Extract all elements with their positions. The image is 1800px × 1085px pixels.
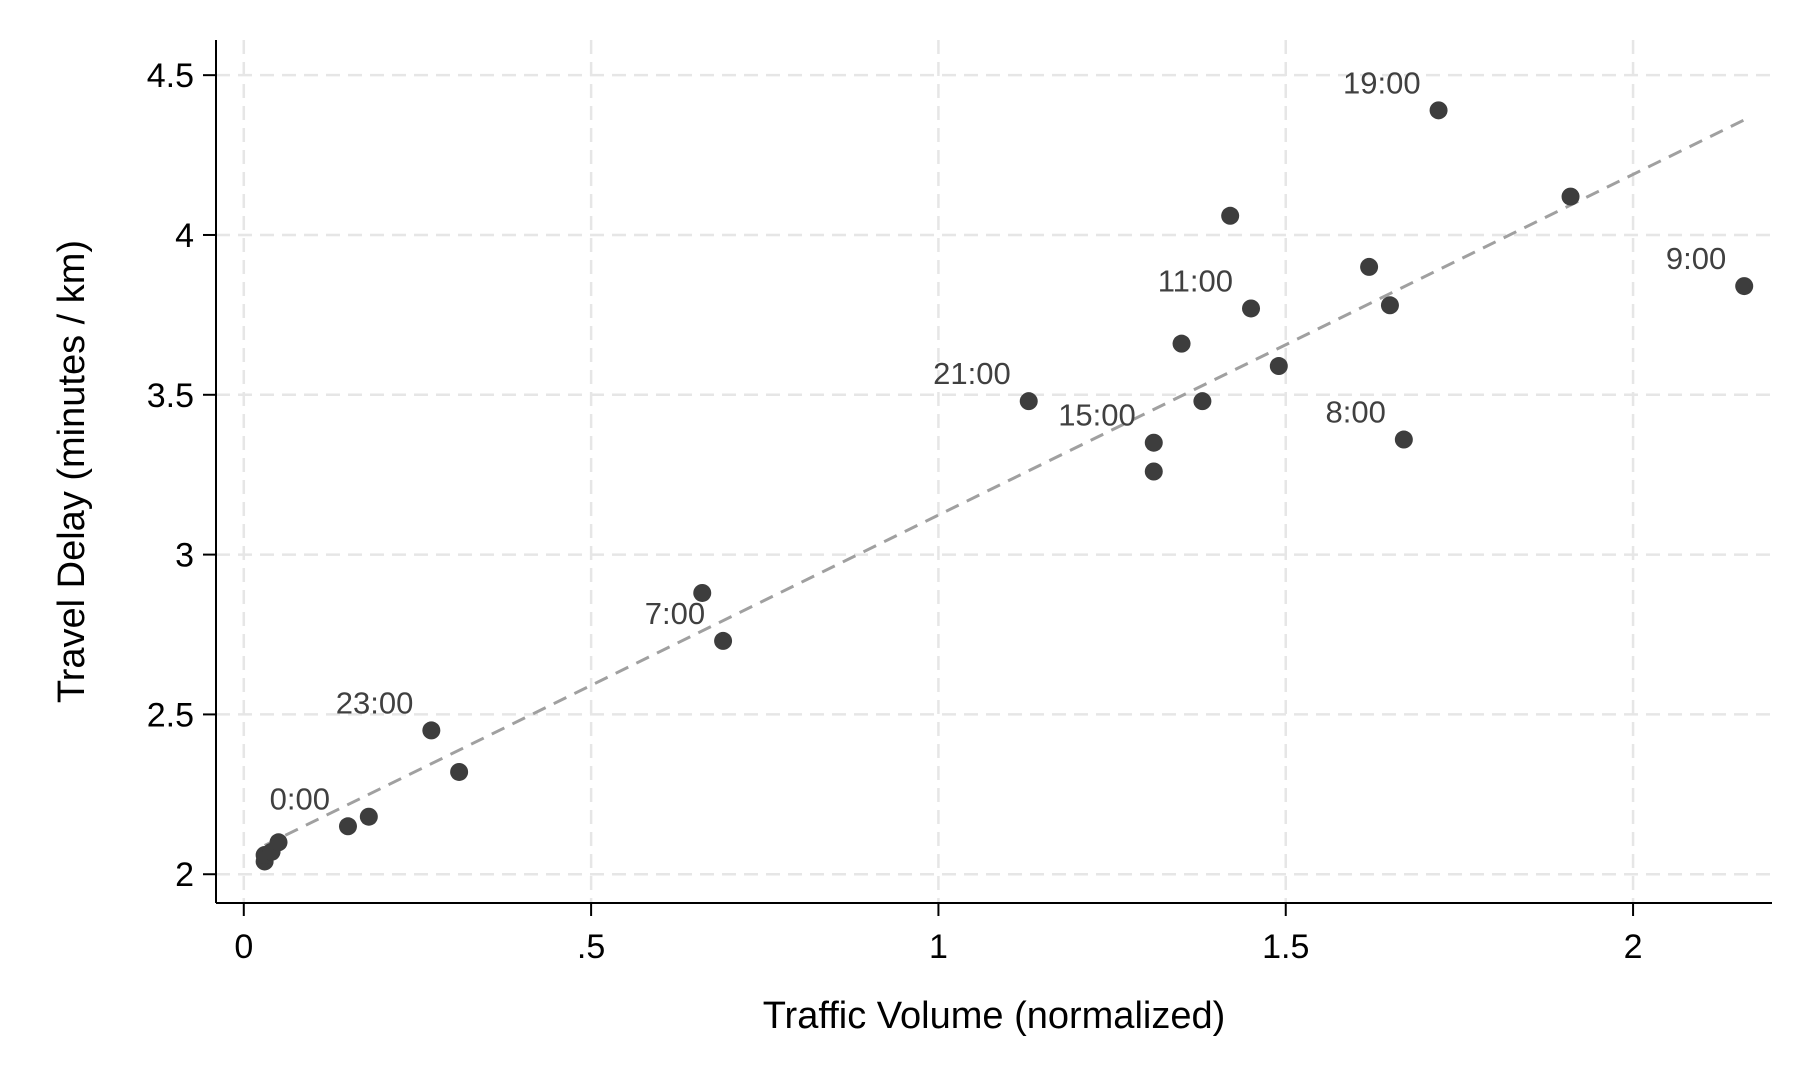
y-tick-label: 3 bbox=[175, 537, 194, 575]
x-tick-label: 2 bbox=[1624, 928, 1643, 966]
data-point bbox=[1221, 206, 1240, 225]
data-point bbox=[1144, 462, 1163, 481]
data-point bbox=[338, 817, 357, 836]
point-label: 15:00 bbox=[1058, 398, 1136, 433]
axes: 0 .5 1 1.5 2 2 2.5 3 3.5 4 4.5 bbox=[147, 40, 1772, 966]
data-point bbox=[269, 833, 288, 852]
data-point bbox=[693, 583, 712, 602]
point-label: 9:00 bbox=[1666, 241, 1726, 276]
point-label: 23:00 bbox=[336, 685, 414, 720]
point-label: 7:00 bbox=[645, 596, 705, 631]
grid-lines bbox=[216, 40, 1772, 903]
data-point bbox=[1380, 296, 1399, 315]
point-label: 0:00 bbox=[270, 781, 330, 816]
point-label: 21:00 bbox=[933, 356, 1011, 391]
x-axis-title: Traffic Volume (normalized) bbox=[763, 995, 1226, 1037]
point-label: 19:00 bbox=[1343, 65, 1421, 100]
point-label: 11:00 bbox=[1158, 263, 1233, 298]
data-point bbox=[1561, 187, 1580, 206]
y-tick-label: 4.5 bbox=[147, 57, 194, 95]
data-point bbox=[1360, 257, 1379, 276]
data-point bbox=[1172, 334, 1191, 353]
data-point bbox=[1429, 101, 1448, 120]
fit-line-group bbox=[263, 118, 1745, 847]
data-point bbox=[1144, 433, 1163, 452]
data-point bbox=[1242, 299, 1261, 318]
x-tick-label: .5 bbox=[577, 928, 605, 966]
y-tick-label: 3.5 bbox=[147, 377, 194, 415]
x-tick-label: 1 bbox=[929, 928, 948, 966]
y-tick-label: 2 bbox=[175, 856, 194, 894]
data-point bbox=[1193, 392, 1212, 411]
data-point bbox=[422, 721, 441, 740]
data-points bbox=[255, 101, 1754, 871]
y-axis-title: Travel Delay (minutes / km) bbox=[51, 240, 93, 703]
point-label: 8:00 bbox=[1325, 395, 1385, 430]
data-point bbox=[714, 631, 733, 650]
data-point bbox=[1019, 392, 1038, 411]
data-point bbox=[359, 807, 378, 826]
data-point bbox=[450, 762, 469, 781]
x-tick-label: 0 bbox=[234, 928, 253, 966]
point-labels: 0:00 23:00 7:00 21:00 15:00 11:00 8:00 19:00 9:0… bbox=[270, 65, 1727, 816]
y-tick-label: 2.5 bbox=[147, 696, 194, 734]
fit-line bbox=[263, 118, 1745, 847]
data-point bbox=[1394, 430, 1413, 449]
y-tick-label: 4 bbox=[175, 217, 194, 255]
data-point bbox=[1735, 277, 1754, 296]
data-point bbox=[1269, 357, 1288, 376]
x-tick-label: 1.5 bbox=[1262, 928, 1309, 966]
